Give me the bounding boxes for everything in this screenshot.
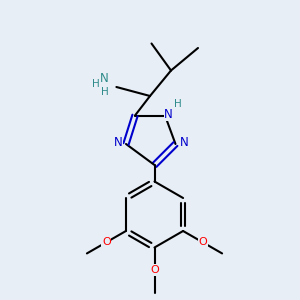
- Text: N: N: [100, 72, 109, 86]
- Text: O: O: [150, 265, 159, 275]
- Text: H: H: [92, 79, 99, 89]
- Text: N: N: [179, 136, 188, 149]
- Text: H: H: [174, 99, 182, 109]
- Text: H: H: [100, 87, 108, 97]
- Text: O: O: [102, 237, 111, 247]
- Text: N: N: [164, 107, 173, 121]
- Text: N: N: [114, 136, 123, 149]
- Text: O: O: [198, 237, 207, 247]
